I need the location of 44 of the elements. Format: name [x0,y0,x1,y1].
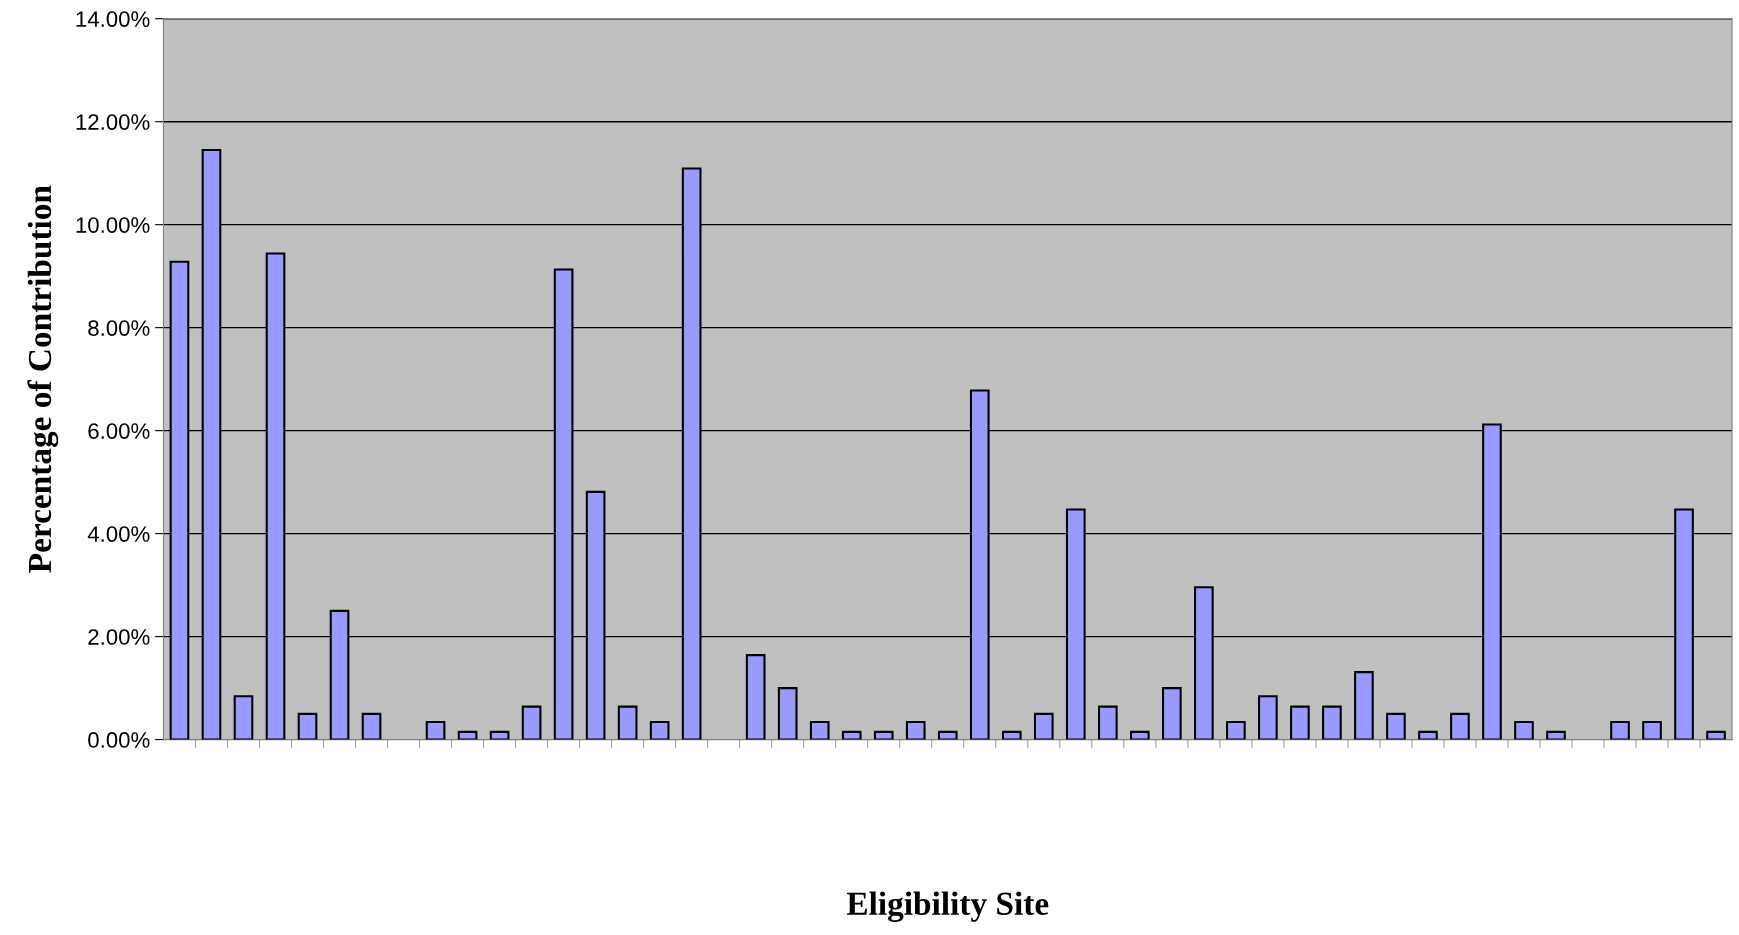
bar [1322,705,1342,740]
x-axis-title: Eligibility Site [846,891,1049,923]
bar [1033,712,1054,740]
bar [777,687,798,740]
bar [1097,705,1118,740]
bar [1706,730,1726,740]
bar [1290,705,1310,740]
bar [1129,730,1150,740]
bar [745,654,766,740]
bar [233,695,254,740]
bar [1610,721,1630,740]
bar [521,705,542,740]
bar [1546,730,1566,740]
y-tick-label: 14.00% [76,11,150,27]
bar [1226,721,1246,740]
bar [1642,721,1662,740]
bar [1386,712,1406,740]
y-tick-label: 0.00% [88,732,150,748]
bar [905,721,926,740]
bar [809,721,830,740]
bar [457,730,478,740]
bar [841,730,862,740]
bar [1161,687,1182,740]
bar [361,712,382,740]
y-tick-label: 6.00% [88,423,150,439]
bar [873,730,894,740]
y-tick-label: 12.00% [76,114,150,130]
bar [1354,671,1374,740]
bar [1450,712,1470,740]
bar [937,730,958,740]
bar [1418,730,1438,740]
y-axis-title: Percentage of Contribution [27,185,59,573]
bar [489,730,510,740]
bar [425,721,446,740]
bar [1514,721,1534,740]
y-tick-label: 8.00% [88,320,150,336]
bar [1001,730,1022,740]
bar [1258,695,1278,740]
y-tick-label: 4.00% [87,526,150,542]
y-tick-label: 10.00% [76,217,150,233]
bar [649,721,670,740]
bar [297,712,318,740]
y-tick-label: 2.00% [88,629,150,645]
bar [617,705,638,740]
